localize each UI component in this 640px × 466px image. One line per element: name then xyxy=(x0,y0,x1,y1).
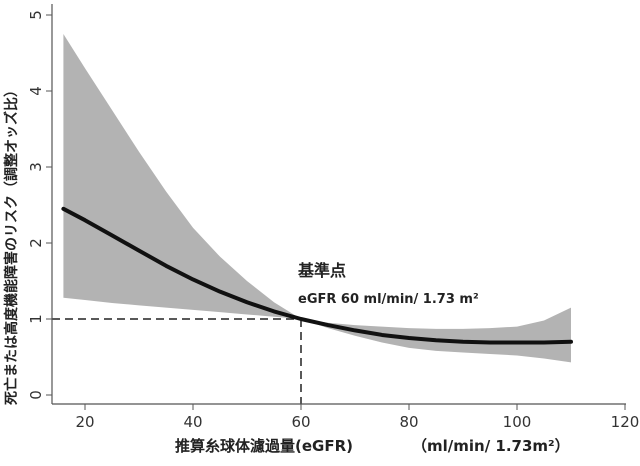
x-axis-unit: （ml/min/ 1.73m²） xyxy=(412,437,570,455)
y-tick-label: 3 xyxy=(27,162,45,172)
reference-sublabel: eGFR 60 ml/min/ 1.73 m² xyxy=(298,292,479,307)
x-tick-label: 20 xyxy=(75,413,94,431)
x-tick-label: 60 xyxy=(291,413,310,431)
confidence-band xyxy=(63,34,572,363)
y-tick-label: 1 xyxy=(27,314,45,324)
y-tick-label: 0 xyxy=(27,390,45,400)
y-tick-label: 4 xyxy=(27,86,45,96)
y-axis-label: 死亡または高度機能障害のリスク（調整オッズ比） xyxy=(3,83,20,406)
y-tick-label: 2 xyxy=(27,238,45,248)
odds-ratio-line xyxy=(61,206,573,345)
y-tick-label: 5 xyxy=(27,10,45,20)
reference-label: 基準点 xyxy=(297,261,346,280)
x-tick-label: 80 xyxy=(399,413,418,431)
x-tick-label: 100 xyxy=(503,413,532,431)
x-axis-label: 推算糸球体濾過量(eGFR) xyxy=(175,437,353,455)
x-tick-label: 40 xyxy=(183,413,202,431)
x-tick-label: 120 xyxy=(611,413,640,431)
